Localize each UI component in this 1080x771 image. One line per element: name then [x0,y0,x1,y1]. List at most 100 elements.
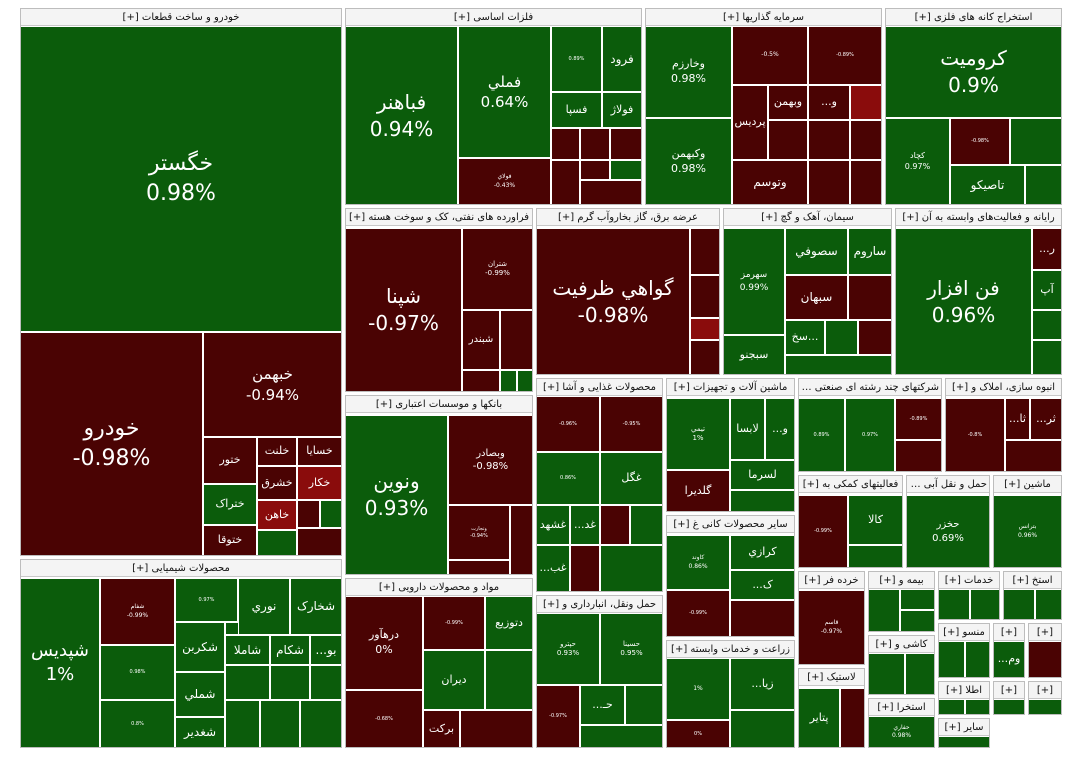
stock-tile[interactable]: شفام -0.99% [100,578,175,645]
stock-tile[interactable]: 0.8% [100,700,175,747]
stock-tile[interactable]: وکبهمن 0.98% [646,118,732,204]
stock-tile[interactable]: تيمي 1% [667,398,730,470]
stock-tile[interactable]: شتران -0.99% [462,228,532,310]
stock-tile[interactable]: کاوند 0.86% [667,535,730,590]
sector-header[interactable]: سایر [+] [939,719,989,736]
stock-tile[interactable]: فسپا [551,92,602,128]
stock-tile[interactable]: فباهنر 0.94% [346,26,458,204]
stock-tile[interactable]: درهآور 0% [346,596,423,690]
stock-tile[interactable]: شاملا [225,635,270,665]
stock-tile[interactable]: -0.99% [423,596,485,650]
sector-header[interactable]: لاستیک [+] [799,669,864,686]
stock-tile[interactable]: -0.8% [946,398,1005,471]
stock-tile[interactable]: فولاژ [602,92,641,128]
sector-header[interactable]: مواد و محصولات دارویی [+] [346,579,532,596]
sector-header[interactable]: خرده فر [+] [799,572,864,589]
stock-tile[interactable]: برکت [423,710,460,747]
sector-header[interactable]: سیمان، آهک و گچ [+] [724,209,891,226]
stock-tile[interactable]: ...زيا [730,658,794,710]
stock-tile[interactable]: فن افزار 0.96% [896,228,1032,374]
stock-tile[interactable]: سبجنو [724,335,785,374]
stock-tile[interactable]: 0% [667,720,730,747]
stock-tile[interactable]: فرود [602,26,641,92]
stock-tile[interactable]: حخزر 0.69% [907,495,989,567]
sector-header[interactable]: عرضه برق، گاز بخاروآب گرم [+] [537,209,719,226]
stock-tile[interactable]: سبهان [785,275,848,320]
sector-header[interactable]: استخ [+] [1004,572,1061,589]
stock-tile[interactable]: ...و [808,85,850,120]
stock-tile[interactable]: وتجارت -0.94% [448,505,510,560]
stock-tile[interactable]: آپ [1032,270,1061,310]
stock-tile[interactable]: سهرمز 0.99% [724,228,785,335]
stock-tile[interactable]: خگستر 0.98% [21,26,341,332]
stock-tile[interactable]: ختور [203,437,257,484]
stock-tile[interactable]: ونوين 0.93% [346,415,448,574]
stock-tile[interactable]: شغدير [175,717,225,747]
stock-tile[interactable]: فولاي -0.43% [458,158,551,204]
sector-header[interactable]: بانکها و موسسات اعتباری [+] [346,396,532,413]
stock-tile[interactable]: -0.89% [895,398,941,440]
sector-header[interactable]: [+] [994,624,1024,641]
stock-tile[interactable]: دتوزيع [485,596,532,650]
stock-tile[interactable]: ...ر [1032,228,1061,270]
stock-tile[interactable]: -0.97% [537,685,580,747]
stock-tile[interactable]: -0.99% [667,590,730,636]
sector-header[interactable]: منسو [+] [939,624,989,641]
sector-header[interactable]: شرکتهای چند رشته ای صنعتی [+] [799,379,941,396]
stock-tile[interactable]: 0.89% [551,26,602,92]
stock-tile[interactable]: ...غد [570,505,600,545]
stock-tile[interactable]: ...ک [730,570,794,600]
stock-tile[interactable]: وبهمن [768,85,808,120]
sector-header[interactable]: سرمایه گذاریها [+] [646,9,881,26]
stock-tile[interactable]: ...ثر [1030,398,1061,440]
stock-tile[interactable]: -0.5% [732,26,808,85]
stock-tile[interactable]: کرازي [730,535,794,570]
stock-tile[interactable]: گواهي ظرفيت -0.98% [537,228,690,374]
sector-header[interactable]: استخرا [+] [869,699,934,716]
stock-tile[interactable]: خسایا [297,437,341,466]
sector-header[interactable]: محصولات شیمیایی [+] [21,560,341,577]
sector-header[interactable]: خدمات [+] [939,572,999,589]
stock-tile[interactable]: وتوسم [732,160,808,204]
stock-tile[interactable]: 0.98% [100,645,175,700]
stock-tile[interactable]: لابسا [730,398,765,460]
stock-tile[interactable]: وبصادر -0.98% [448,415,532,505]
stock-tile[interactable]: ختراک [203,484,257,525]
stock-tile[interactable]: شپدیس 1% [21,578,100,747]
stock-tile[interactable]: فملي 0.64% [458,26,551,158]
stock-tile[interactable]: سصوفي [785,228,848,275]
stock-tile[interactable]: بترانس 0.96% [994,495,1061,567]
sector-header[interactable]: فعالیتهای کمکی به [+] [799,476,902,493]
stock-tile[interactable]: گلديرا [667,470,730,511]
sector-header[interactable]: محصولات غذایی و آشا [+] [537,379,662,396]
stock-tile[interactable]: خشرق [257,466,297,500]
stock-tile[interactable]: نوري [238,578,290,635]
stock-tile[interactable]: تاصيكو [950,165,1025,204]
stock-tile[interactable]: خکار [297,466,341,500]
sector-header[interactable]: اطلا [+] [939,682,989,699]
stock-tile[interactable]: قاسم -0.97% [799,590,864,664]
stock-tile[interactable]: ...حـ [580,685,625,725]
sector-header[interactable]: کاشی و [+] [869,636,934,653]
stock-tile[interactable]: شكربن [175,622,225,672]
stock-tile[interactable]: حفاري 0.98% [869,716,934,747]
stock-tile[interactable]: -0.98% [950,118,1010,165]
sector-header[interactable]: استخراج کانه های فلزی [+] [886,9,1061,26]
stock-tile[interactable]: لسرما [730,460,794,490]
sector-header[interactable]: خودرو و ساخت قطعات [+] [21,9,341,26]
stock-tile[interactable]: 0.86% [537,452,600,505]
stock-tile[interactable]: ...غب [537,545,570,591]
stock-tile[interactable]: -0.96% [537,396,600,452]
stock-tile[interactable]: پتاير [799,688,840,747]
stock-tile[interactable]: -0.95% [600,396,662,452]
sector-header[interactable]: بیمه و [+] [869,572,934,589]
stock-tile[interactable]: 0.89% [799,398,845,471]
sector-header[interactable]: سایر محصولات کانی غ [+] [667,516,794,533]
sector-header[interactable]: [+] [1029,624,1061,641]
stock-tile[interactable]: -0.68% [346,690,423,747]
stock-tile[interactable]: کالا [848,495,902,545]
stock-tile[interactable]: ديران [423,650,485,710]
stock-tile[interactable]: حسينا 0.95% [600,613,662,685]
sector-header[interactable]: انبوه سازی، املاک و [+] [946,379,1061,396]
sector-header[interactable]: فراورده های نفتی، کک و سوخت هسته [+] [346,209,532,226]
